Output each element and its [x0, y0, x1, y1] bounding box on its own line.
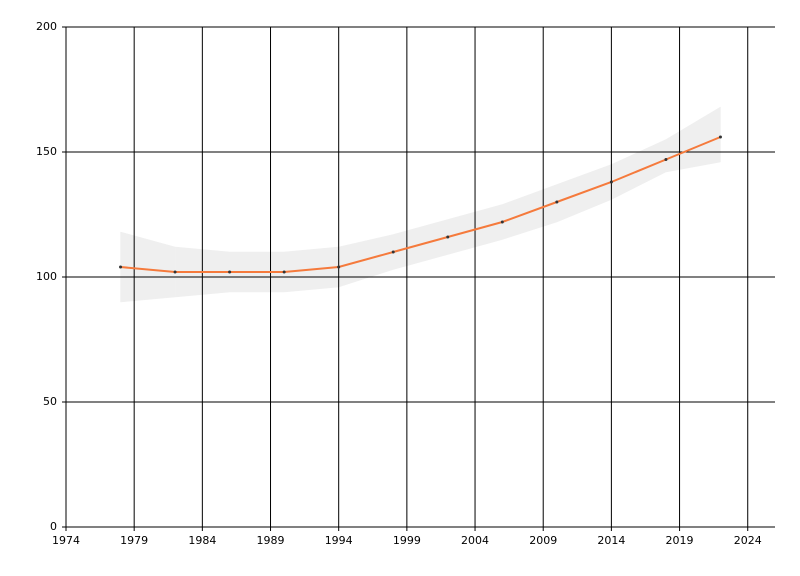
- data-point: [391, 250, 395, 254]
- y-tick-label: 150: [36, 145, 57, 158]
- y-tick-label: 200: [36, 20, 57, 33]
- y-tick-label: 50: [43, 395, 57, 408]
- x-tick-label: 1979: [120, 534, 148, 547]
- data-point: [173, 270, 177, 274]
- data-point: [718, 135, 722, 139]
- data-point: [500, 220, 504, 224]
- x-tick-label: 1984: [188, 534, 216, 547]
- data-point: [664, 158, 668, 161]
- y-tick-label: 0: [50, 520, 57, 533]
- data-line: [120, 136, 721, 273]
- x-tick-label: 1989: [257, 534, 285, 547]
- data-point: [555, 200, 559, 204]
- data-point: [282, 270, 286, 274]
- data-point: [119, 265, 123, 269]
- confidence-band: [556, 164, 612, 223]
- x-tick-label: 1999: [393, 534, 421, 547]
- data-point: [337, 265, 341, 269]
- confidence-band: [611, 139, 667, 200]
- x-tick-label: 1974: [52, 534, 80, 547]
- x-tick-label: 2009: [529, 534, 557, 547]
- confidence-band: [338, 234, 394, 288]
- x-tick-label: 2019: [666, 534, 694, 547]
- x-tick-label: 2004: [461, 534, 489, 547]
- data-point: [228, 270, 232, 274]
- data-point: [446, 235, 450, 239]
- x-tick-label: 2014: [597, 534, 625, 547]
- x-tick-label: 2024: [734, 534, 762, 547]
- y-tick-label: 100: [36, 270, 57, 283]
- x-tick-label: 1994: [325, 534, 353, 547]
- data-point: [609, 180, 613, 184]
